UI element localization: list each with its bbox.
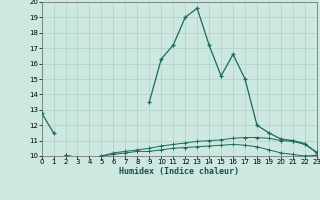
X-axis label: Humidex (Indice chaleur): Humidex (Indice chaleur) [119, 167, 239, 176]
